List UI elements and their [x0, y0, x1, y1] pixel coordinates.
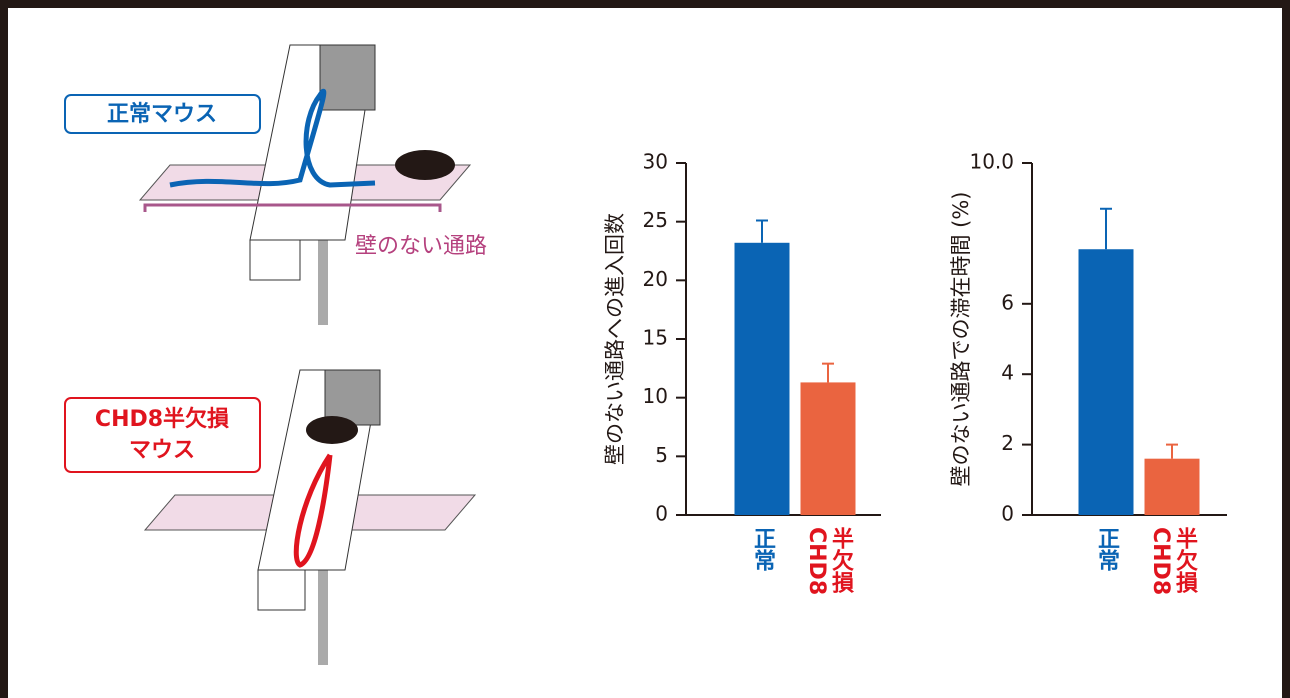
mutant-label: CHD8半欠損 — [95, 406, 230, 432]
mouse-icon — [395, 150, 455, 180]
y-tick-label: 10 — [643, 384, 668, 408]
y-tick-label: 6 — [1001, 290, 1014, 314]
y-tick-label: 30 — [643, 150, 668, 174]
y-axis-label: 壁のない通路への進入回数 — [603, 213, 627, 465]
bar — [1078, 249, 1134, 516]
x-tick-label: 正常 — [750, 527, 775, 571]
wall-end — [257, 569, 306, 611]
wall — [319, 44, 376, 111]
y-tick-label: 20 — [643, 267, 668, 291]
y-tick-label: 5 — [655, 443, 668, 467]
y-tick-label: 25 — [643, 208, 668, 232]
bar — [734, 242, 790, 515]
x-tick-label: CHD8 半欠損 — [1148, 527, 1197, 596]
y-axis-label: 壁のない通路での滞在時間 (%) — [949, 191, 973, 486]
mouse-icon — [306, 416, 358, 444]
x-tick-label: 正常 — [1094, 527, 1119, 571]
bar — [1144, 458, 1200, 515]
y-tick-label: 15 — [643, 326, 668, 350]
maze-normal: 正常マウス 壁のない通路 — [64, 44, 487, 325]
x-tick-label: CHD8 半欠損 — [804, 527, 853, 596]
y-tick-label: 10.0 — [969, 150, 1014, 174]
bracket — [143, 203, 442, 212]
mutant-label: マウス — [129, 438, 195, 463]
y-tick-label: 2 — [1001, 431, 1014, 455]
trajectory — [293, 453, 333, 568]
normal-label: 正常マウス — [107, 101, 217, 127]
wall-end — [249, 239, 301, 281]
maze-mutant: CHD8半欠損 マウス — [64, 369, 477, 665]
label-box — [64, 94, 261, 134]
wall — [324, 369, 381, 426]
y-tick-label: 0 — [1001, 502, 1014, 526]
bar — [800, 382, 856, 515]
y-tick-label: 0 — [655, 502, 668, 526]
open-arm-label: 壁のない通路 — [355, 234, 487, 259]
label-box — [64, 397, 261, 473]
y-tick-label: 4 — [1001, 361, 1014, 385]
trajectory — [169, 88, 376, 188]
